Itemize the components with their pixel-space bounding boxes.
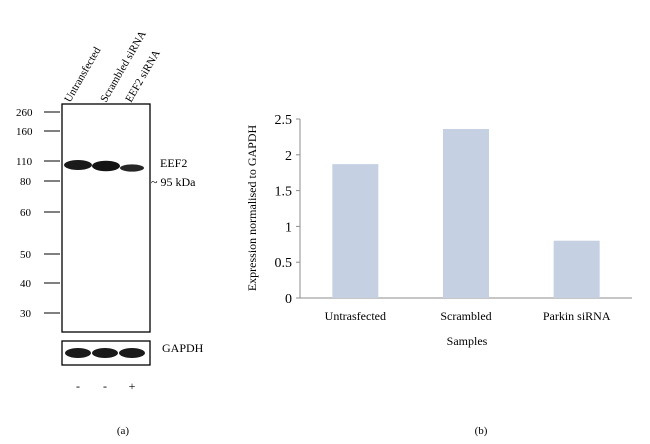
bars bbox=[332, 129, 600, 298]
panel-b-caption: (b) bbox=[475, 425, 488, 437]
gapdh-band bbox=[65, 348, 91, 358]
y-ticks: 0 0.5 1 1.5 2 2.5 bbox=[275, 113, 300, 307]
band-label-eef2: EEF2 bbox=[160, 156, 187, 170]
band-scrambled bbox=[92, 160, 120, 172]
y-axis-label: Expression normalised to GAPDH bbox=[245, 125, 259, 292]
mw-marker-ladder: 260 160 110 80 60 50 40 30 bbox=[16, 107, 60, 320]
y-tick-label: 2 bbox=[285, 149, 292, 164]
mw-marker: 40 bbox=[20, 278, 32, 290]
panel-a-caption: (a) bbox=[117, 425, 130, 437]
mw-marker: 60 bbox=[20, 207, 32, 219]
band-size-label: ~ 95 kDa bbox=[151, 175, 196, 189]
y-tick-label: 0 bbox=[285, 292, 292, 307]
gapdh-label: GAPDH bbox=[162, 341, 204, 355]
gapdh-band bbox=[119, 348, 145, 358]
x-tick-label: Scrambled bbox=[440, 309, 491, 323]
x-ticks: Untrasfected Scrambled Parkin siRNA bbox=[325, 309, 611, 323]
band-eef2-sirna bbox=[120, 164, 144, 172]
bar-parkin-sirna bbox=[553, 240, 600, 298]
mw-marker: 160 bbox=[16, 126, 33, 138]
eef2-bands bbox=[64, 160, 144, 172]
blot-frame bbox=[61, 103, 151, 333]
treatment-sign: - bbox=[103, 379, 107, 393]
treatment-sign: + bbox=[129, 379, 136, 393]
mw-marker: 50 bbox=[20, 249, 32, 261]
bar-scrambled bbox=[443, 129, 489, 298]
mw-marker: 80 bbox=[20, 176, 32, 188]
x-tick-label: Parkin siRNA bbox=[543, 309, 611, 323]
mw-marker: 260 bbox=[16, 107, 33, 119]
y-tick-label: 2.5 bbox=[275, 113, 293, 128]
mw-marker: 110 bbox=[16, 156, 33, 168]
gapdh-bands bbox=[65, 348, 145, 358]
y-tick-label: 0.5 bbox=[275, 256, 293, 271]
lane-label-untransfected: Untransfected bbox=[62, 45, 103, 105]
x-axis-label: Samples bbox=[447, 334, 488, 348]
treatment-sign: - bbox=[76, 379, 80, 393]
band-untransfected bbox=[64, 160, 92, 170]
bar-chart: 0 0.5 1 1.5 2 2.5 Untrasfected Scrambled Parkin… bbox=[245, 113, 632, 437]
gapdh-band bbox=[92, 348, 118, 358]
y-tick-label: 1.5 bbox=[275, 185, 293, 200]
western-blot-panel: Untransfected Scrambled siRNA EEF2 siRNA… bbox=[16, 29, 204, 437]
mw-marker: 30 bbox=[20, 308, 32, 320]
y-tick-label: 1 bbox=[285, 220, 292, 235]
x-tick-label: Untrasfected bbox=[325, 309, 386, 323]
bar-untrasfected bbox=[332, 164, 379, 298]
